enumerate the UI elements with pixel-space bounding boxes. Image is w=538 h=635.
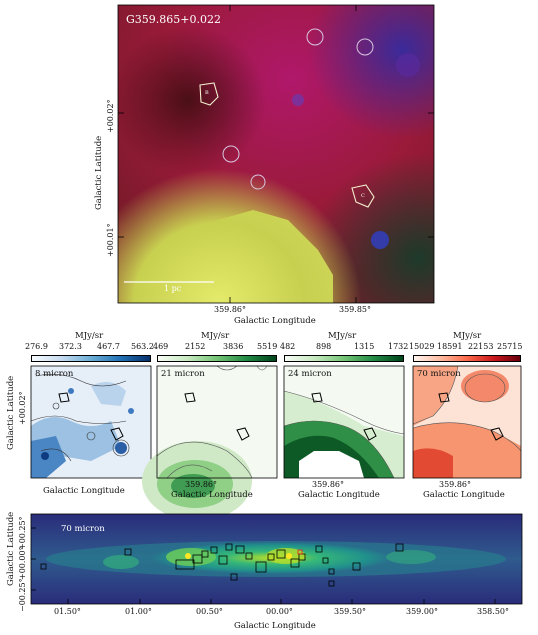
cbar-tick: 467.7 [97, 342, 120, 351]
cbar-tick: 25715 [497, 342, 523, 351]
bottom-band-label: 70 micron [61, 524, 105, 534]
small-x-tick: 359.86° [185, 480, 217, 489]
top-panel: B C G359.865+0.022 1 pc [118, 5, 434, 303]
top-panel-frame [117, 4, 435, 304]
cbar-tick: 15029 [409, 342, 435, 351]
galactic-plane-map [30, 513, 523, 605]
top-y-tick-1: +00.02° [106, 99, 115, 133]
cbar-tick: 276.9 [25, 342, 48, 351]
panel-70-micron: MJy/sr 15029 18591 22153 25715 70 micron… [409, 331, 523, 500]
cbar-tick: 5519 [257, 342, 278, 351]
bottom-x-tick: 01.00° [125, 607, 152, 616]
bottom-x-tick: 358.50° [477, 607, 509, 616]
colorbar-reds [413, 355, 521, 362]
colorbar-greens [284, 355, 404, 362]
source-label-c: C [361, 193, 365, 199]
map-24-micron [283, 365, 405, 479]
cbar-unit: MJy/sr [75, 331, 104, 341]
panel-title: G359.865+0.022 [126, 13, 221, 26]
cbar-tick: 372.3 [59, 342, 82, 351]
small-x-tick: 359.86° [439, 480, 471, 489]
band-label: 70 micron [417, 369, 461, 379]
cbar-unit: MJy/sr [201, 331, 230, 341]
bottom-y-tick: −00.25° [18, 578, 27, 612]
top-x-tick-1: 359.86° [214, 305, 246, 314]
top-y-axis-label: Galactic Latitude [94, 135, 104, 210]
colorbar-greens [157, 355, 277, 362]
cbar-tick: 482 [280, 342, 296, 351]
bottom-panel: 70 micron [30, 513, 523, 605]
cbar-unit: MJy/sr [453, 331, 482, 341]
panel-8-micron: MJy/sr 276.9 372.3 467.7 563.2 8 micron … [25, 331, 154, 496]
bottom-x-tick: 00.50° [196, 607, 223, 616]
bottom-x-axis-label: Galactic Longitude [234, 621, 316, 631]
scale-bar-label: 1 pc [164, 284, 182, 293]
small-x-axis-label: Galactic Longitude [423, 490, 505, 500]
cbar-tick: 18591 [437, 342, 463, 351]
band-label: 8 micron [35, 369, 74, 379]
cbar-tick: 1732 [388, 342, 409, 351]
bottom-y-axis-label: Galactic Latitude [6, 511, 16, 586]
bottom-y-tick: +00.25° [18, 516, 27, 550]
cbar-tick: 898 [316, 342, 332, 351]
cbar-tick: 2152 [185, 342, 206, 351]
small-x-axis-label: Galactic Longitude [298, 490, 380, 500]
small-y-tick: +00.02° [18, 391, 27, 425]
top-x-tick-2: 359.85° [339, 305, 371, 314]
map-70-micron [412, 365, 522, 479]
cbar-tick: 3836 [223, 342, 244, 351]
panel-21-micron: MJy/sr 469 2152 3836 5519 21 micron 359.… [142, 331, 278, 521]
top-x-axis-label: Galactic Longitude [234, 316, 316, 326]
colorbar-blues [31, 355, 151, 362]
small-x-axis-label: Galactic Longitude [43, 486, 125, 496]
panel-24-micron: MJy/sr 482 898 1315 1732 24 micron 359.8… [280, 331, 408, 500]
bottom-y-tick: +00.00° [18, 546, 27, 580]
bottom-x-tick: 00.00° [266, 607, 293, 616]
small-y-axis-label: Galactic Latitude [6, 375, 16, 450]
cbar-tick: 469 [153, 342, 169, 351]
cbar-tick: 1315 [354, 342, 375, 351]
rgb-composite-image [118, 5, 434, 303]
map-21-micron [142, 365, 278, 521]
band-label: 21 micron [161, 369, 205, 379]
bottom-x-tick: 359.00° [406, 607, 438, 616]
bottom-x-tick: 01.50° [54, 607, 81, 616]
map-8-micron [30, 365, 152, 479]
cbar-tick: 563.2 [131, 342, 154, 351]
cbar-unit: MJy/sr [328, 331, 357, 341]
small-x-axis-label: Galactic Longitude [171, 490, 253, 500]
band-label: 24 micron [288, 369, 332, 379]
small-x-tick: 359.86° [312, 480, 344, 489]
source-label-b: B [205, 90, 209, 96]
top-y-tick-2: +00.01° [106, 223, 115, 257]
cbar-tick: 22153 [468, 342, 494, 351]
bottom-x-tick: 359.50° [334, 607, 366, 616]
